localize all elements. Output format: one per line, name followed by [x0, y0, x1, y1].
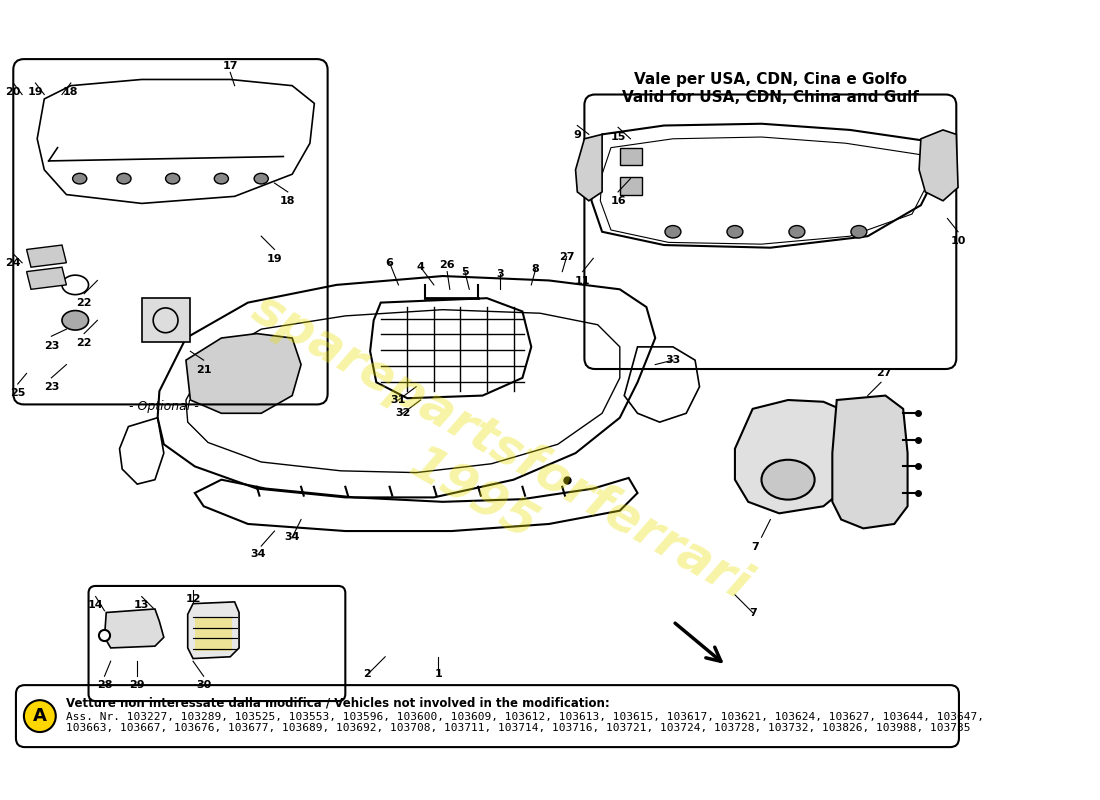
Text: 7: 7 [749, 607, 757, 618]
Text: 32: 32 [395, 408, 410, 418]
Polygon shape [26, 267, 66, 290]
Text: 13: 13 [134, 600, 150, 610]
Circle shape [24, 700, 56, 732]
Polygon shape [920, 130, 958, 201]
Polygon shape [26, 245, 66, 267]
Polygon shape [104, 609, 164, 648]
Text: 8: 8 [531, 264, 540, 274]
Ellipse shape [851, 226, 867, 238]
Text: 33: 33 [666, 355, 681, 365]
Text: 16: 16 [610, 196, 626, 206]
Polygon shape [188, 602, 239, 658]
Text: 20: 20 [6, 87, 21, 98]
Text: 22: 22 [76, 338, 92, 348]
Text: 19: 19 [266, 254, 283, 264]
Polygon shape [186, 334, 301, 414]
Ellipse shape [117, 174, 131, 184]
Text: 18: 18 [63, 87, 78, 98]
Bar [619, 177, 642, 194]
Ellipse shape [214, 174, 229, 184]
Text: 17: 17 [222, 61, 238, 71]
Ellipse shape [62, 310, 88, 330]
Text: sparepartsforferrari
1995: sparepartsforferrari 1995 [216, 284, 758, 658]
Text: 4: 4 [417, 262, 425, 272]
Text: 9: 9 [573, 130, 581, 140]
Text: Vale per USA, CDN, Cina e Golfo
Valid for USA, CDN, China and Gulf: Vale per USA, CDN, Cina e Golfo Valid fo… [621, 72, 918, 105]
Text: 26: 26 [439, 261, 455, 270]
Text: 24: 24 [6, 258, 21, 268]
Ellipse shape [73, 174, 87, 184]
Ellipse shape [254, 174, 268, 184]
Text: - Optional -: - Optional - [129, 400, 199, 413]
Polygon shape [575, 134, 602, 201]
Ellipse shape [166, 174, 179, 184]
Text: 7: 7 [751, 542, 759, 552]
Text: 18: 18 [280, 196, 296, 206]
Ellipse shape [727, 226, 742, 238]
Polygon shape [735, 400, 859, 514]
Ellipse shape [666, 226, 681, 238]
Text: 22: 22 [76, 298, 92, 308]
Text: Vetture non interessate dalla modifica / Vehicles not involved in the modificati: Vetture non interessate dalla modifica /… [66, 697, 610, 710]
Text: 19: 19 [28, 87, 43, 98]
Text: 2: 2 [364, 670, 372, 679]
Text: A: A [33, 707, 47, 725]
Text: 10: 10 [950, 236, 966, 246]
Text: 1: 1 [434, 670, 442, 679]
Text: 12: 12 [185, 594, 201, 604]
Text: 23: 23 [44, 382, 59, 392]
Ellipse shape [789, 226, 805, 238]
Text: 25: 25 [10, 389, 25, 398]
Text: 21: 21 [196, 365, 211, 374]
Text: 30: 30 [196, 680, 211, 690]
Text: 29: 29 [130, 680, 145, 690]
Text: 34: 34 [285, 532, 300, 542]
Text: 15: 15 [610, 132, 626, 142]
Text: 11: 11 [575, 276, 591, 286]
Text: 27: 27 [559, 251, 574, 262]
Text: 5: 5 [461, 266, 469, 277]
Text: 27: 27 [876, 368, 891, 378]
Text: 28: 28 [97, 680, 112, 690]
Text: 31: 31 [390, 395, 406, 405]
Bar [142, 298, 190, 342]
Text: 14: 14 [88, 600, 103, 610]
Text: Ass. Nr. 103227, 103289, 103525, 103553, 103596, 103600, 103609, 103612, 103613,: Ass. Nr. 103227, 103289, 103525, 103553,… [66, 712, 984, 734]
Bar [619, 148, 642, 166]
Ellipse shape [761, 460, 815, 500]
Polygon shape [195, 617, 232, 650]
Text: 34: 34 [251, 549, 266, 558]
Text: 3: 3 [496, 270, 504, 279]
Polygon shape [833, 395, 908, 528]
Text: 6: 6 [386, 258, 394, 268]
Text: 23: 23 [44, 341, 59, 350]
